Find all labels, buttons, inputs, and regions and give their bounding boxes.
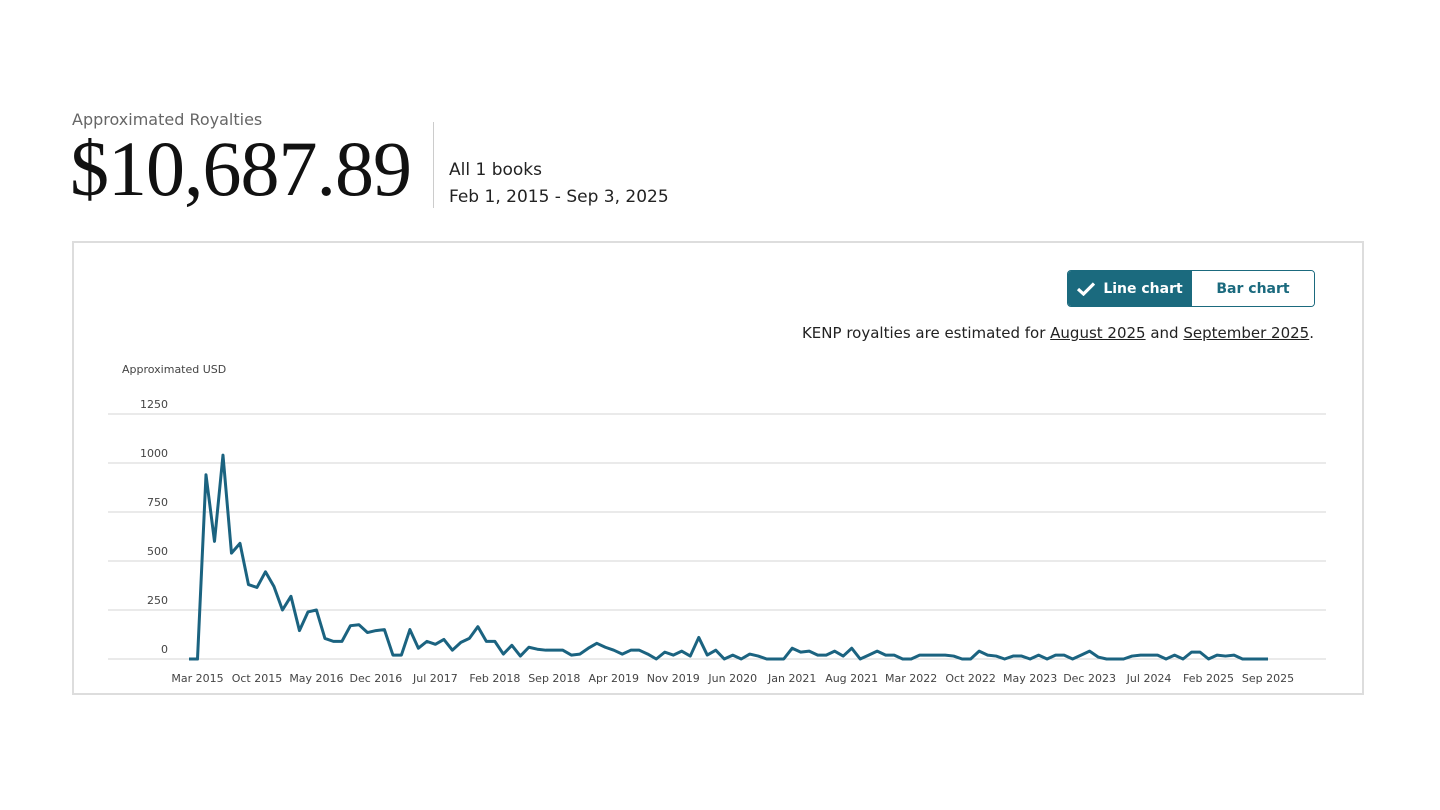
x-tick-label: May 2023 — [1003, 672, 1057, 685]
chart: Approximated USD 0 250 500 750 1000 1250 Mar 2… — [108, 363, 1326, 685]
y-tick-label: 750 — [147, 496, 168, 509]
x-tick-label: Jul 2024 — [1126, 672, 1172, 685]
x-tick-label: Sep 2025 — [1242, 672, 1294, 685]
x-tick-label: Dec 2023 — [1063, 672, 1116, 685]
x-tick-label: Mar 2015 — [171, 672, 223, 685]
note-text: . — [1309, 324, 1314, 342]
x-tick-label: Nov 2019 — [647, 672, 700, 685]
y-tick-label: 250 — [147, 594, 168, 607]
summary-label: Approximated Royalties — [72, 110, 263, 129]
book-filter: All 1 books — [449, 160, 542, 180]
chart-panel — [72, 241, 1364, 695]
y-tick-label: 1250 — [140, 398, 168, 411]
x-tick-label: Mar 2022 — [885, 672, 937, 685]
x-tick-label: Feb 2025 — [1183, 672, 1234, 685]
x-tick-label: Aug 2021 — [825, 672, 878, 685]
line-chart-button[interactable]: Line chart — [1068, 271, 1192, 306]
x-tick-label: May 2016 — [289, 672, 343, 685]
data-line — [189, 453, 1268, 661]
chart-toggle: Line chart Bar chart — [1067, 270, 1315, 307]
x-tick-label: Oct 2015 — [232, 672, 283, 685]
bar-chart-label: Bar chart — [1216, 280, 1290, 297]
y-tick-label: 0 — [161, 643, 168, 656]
y-tick-label: 1000 — [140, 447, 168, 460]
note-text: KENP royalties are estimated for — [801, 324, 1051, 342]
y-tick-label: 500 — [147, 545, 168, 558]
x-tick-label: Jul 2017 — [412, 672, 458, 685]
x-tick-label: Dec 2016 — [350, 672, 403, 685]
divider — [433, 122, 434, 208]
bar-chart-button[interactable]: Bar chart — [1192, 271, 1314, 306]
y-axis-title: Approximated USD — [122, 363, 226, 376]
x-tick-label: Apr 2019 — [589, 672, 640, 685]
month-link[interactable]: August 2025 — [1050, 324, 1146, 342]
x-tick-label: Oct 2022 — [945, 672, 996, 685]
x-tick-label: Feb 2018 — [469, 672, 520, 685]
check-icon — [1077, 281, 1096, 296]
royalty-amount: $10,687.89 — [70, 125, 412, 212]
x-tick-label: Jun 2020 — [707, 672, 757, 685]
estimate-note: KENP royalties are estimated for August … — [802, 324, 1314, 342]
x-tick-label: Sep 2018 — [528, 672, 580, 685]
month-link[interactable]: September 2025 — [1183, 324, 1310, 342]
date-range: Feb 1, 2015 - Sep 3, 2025 — [449, 187, 669, 207]
line-chart-label: Line chart — [1103, 280, 1183, 297]
note-text: and — [1145, 324, 1184, 342]
x-tick-label: Jan 2021 — [767, 672, 816, 685]
